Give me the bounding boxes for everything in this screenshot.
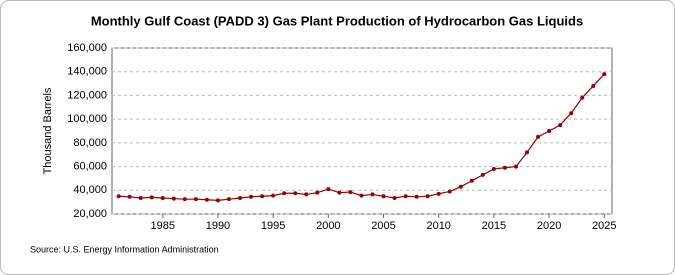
point [315, 190, 320, 195]
chart-title: Monthly Gulf Coast (PADD 3) Gas Plant Pr… [91, 13, 583, 28]
point [381, 194, 386, 199]
point [226, 197, 231, 202]
point [304, 192, 309, 197]
point [447, 189, 452, 194]
y-axis-label: Thousand Barrels [42, 87, 54, 174]
y-tick-label: 80,000 [73, 137, 107, 149]
point [458, 184, 463, 189]
point [502, 165, 507, 170]
point [271, 193, 276, 198]
point [392, 195, 397, 200]
point [149, 195, 154, 200]
x-tick-label: 2005 [371, 220, 395, 232]
point [238, 195, 243, 200]
y-tick-label: 60,000 [73, 160, 107, 172]
point [403, 194, 408, 199]
point [293, 191, 298, 196]
point [536, 134, 541, 139]
point [425, 194, 430, 199]
y-tick-label: 20,000 [73, 208, 107, 220]
point [326, 187, 331, 192]
point [160, 195, 165, 200]
point [348, 190, 353, 195]
y-tick-label: 160,000 [67, 42, 107, 54]
point [337, 190, 342, 195]
x-tick-label: 1985 [151, 220, 175, 232]
x-tick-label: 2000 [316, 220, 340, 232]
point [204, 197, 209, 202]
y-tick-label: 120,000 [67, 89, 107, 101]
point [193, 197, 198, 202]
x-tick-label: 2015 [482, 220, 506, 232]
plot-area [111, 47, 613, 215]
point [436, 191, 441, 196]
point [469, 178, 474, 183]
point [215, 198, 220, 203]
x-tick-label: 1990 [206, 220, 230, 232]
point [171, 196, 176, 201]
x-tick-label: 2020 [537, 220, 561, 232]
point [580, 95, 585, 100]
point [591, 83, 596, 88]
y-tick-label: 140,000 [67, 66, 107, 78]
point [260, 194, 265, 199]
point [602, 72, 607, 77]
point [370, 192, 375, 197]
point [480, 172, 485, 177]
point [182, 197, 187, 202]
x-tick-label: 2010 [426, 220, 450, 232]
point [569, 111, 574, 116]
point [547, 129, 552, 133]
x-tick-label: 2025 [592, 220, 616, 232]
point [525, 150, 530, 155]
point [249, 194, 254, 199]
point [282, 191, 287, 196]
y-tick-label: 40,000 [73, 184, 107, 196]
point [491, 166, 496, 171]
point [127, 194, 132, 199]
point [116, 194, 121, 199]
point [558, 123, 563, 128]
source: Source: U.S. Energy Information Administ… [30, 244, 219, 254]
point [513, 164, 518, 169]
point [359, 193, 364, 198]
point [414, 194, 419, 199]
y-tick-label: 100,000 [67, 113, 107, 125]
x-tick-label: 1995 [261, 220, 285, 232]
point [138, 195, 143, 200]
